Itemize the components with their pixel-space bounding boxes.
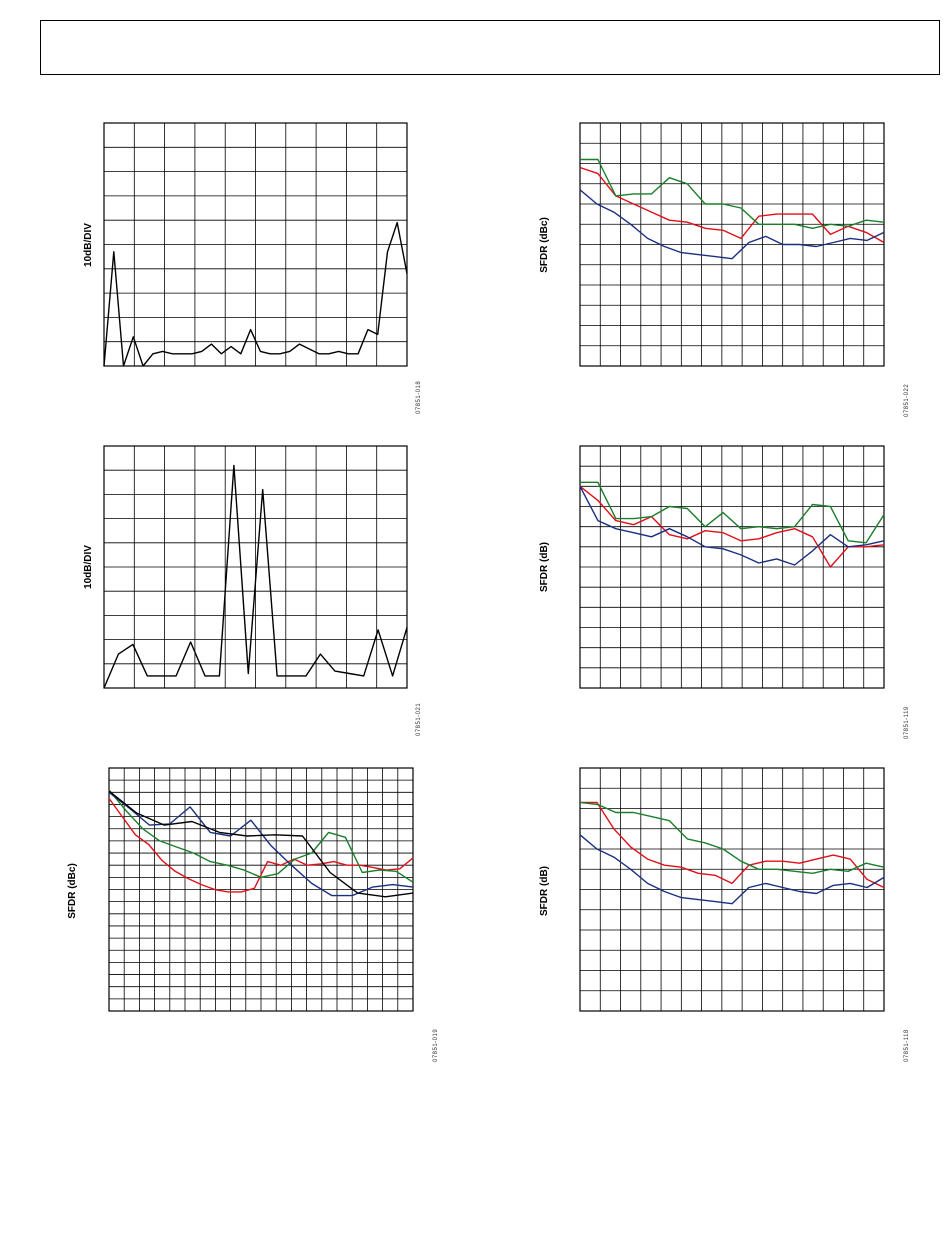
sfdr-plot-bottom-right (579, 767, 885, 1012)
series-line-trace (103, 464, 408, 689)
series-line-green (108, 789, 414, 883)
plot-frame (108, 767, 414, 1012)
series-line-blue (579, 189, 885, 260)
plot-frame (103, 445, 408, 689)
spectrum-plot-1 (103, 122, 408, 367)
series-line-red (579, 166, 885, 244)
y-axis-label: SFDR (dBc) (539, 217, 550, 273)
spectrum-plot-1-svg (103, 122, 408, 367)
series-line-blue (108, 791, 414, 897)
figure-code: 07851-022 (904, 383, 910, 417)
series-line-green (580, 481, 885, 544)
page-header-box (40, 20, 940, 75)
y-axis-label: SFDR (dBc) (67, 863, 78, 919)
plot-frame (103, 122, 408, 367)
series-line-green (580, 158, 885, 230)
figure-code: 07851-119 (904, 706, 910, 739)
grid (103, 445, 408, 689)
sfdr-plot-bottom-left-svg (108, 767, 414, 1012)
sfdr-plot-bottom-left (108, 767, 414, 1012)
grid (579, 122, 885, 367)
series-line-red (579, 485, 885, 568)
grid (579, 767, 885, 1012)
series-line-blue (579, 834, 885, 905)
series-line-green (579, 801, 885, 875)
grid (579, 445, 885, 689)
sfdr-plot-top-right-svg (579, 122, 885, 367)
series-line-red (108, 797, 414, 893)
grid (103, 122, 408, 367)
series-line-black (108, 790, 414, 898)
plot-frame (579, 445, 885, 689)
figure-code: 07851-021 (416, 702, 422, 736)
sfdr-plot-top-right (579, 122, 885, 367)
y-axis-label: 10dB/DIV (83, 545, 94, 589)
figure-code: 07851-019 (433, 1028, 439, 1062)
figure-code: 07851-118 (904, 1029, 910, 1062)
y-axis-label: 10dB/DIV (83, 223, 94, 267)
sfdr-plot-middle-right (579, 445, 885, 689)
series-line-trace (103, 221, 408, 367)
sfdr-plot-bottom-right-svg (579, 767, 885, 1012)
y-axis-label: SFDR (dB) (539, 866, 550, 916)
spectrum-plot-2 (103, 445, 408, 689)
plot-frame (579, 122, 885, 367)
figure-code: 07851-018 (416, 380, 422, 414)
spectrum-plot-2-svg (103, 445, 408, 689)
series-line-red (580, 801, 885, 889)
plot-frame (579, 767, 885, 1012)
sfdr-plot-middle-right-svg (579, 445, 885, 689)
y-axis-label: SFDR (dB) (539, 542, 550, 592)
series-line-blue (579, 485, 885, 566)
